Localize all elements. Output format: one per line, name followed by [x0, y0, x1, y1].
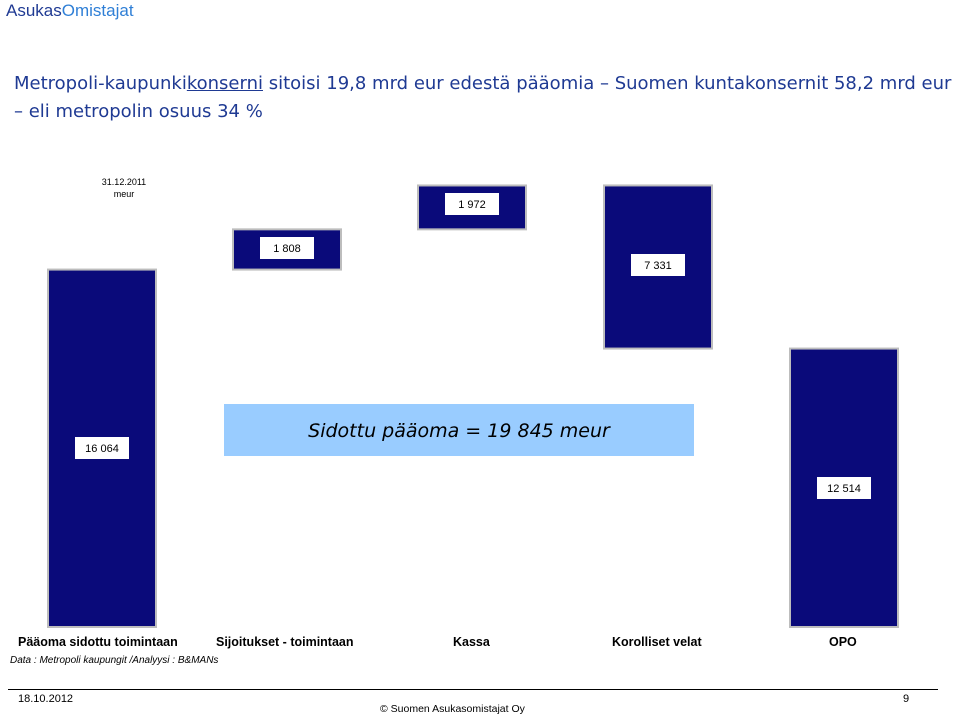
category-label: Korolliset velat: [612, 635, 702, 649]
value-label: 12 514: [827, 483, 861, 495]
chart-date-unit: 31.12.2011 meur: [94, 176, 154, 200]
page-number: 9: [903, 693, 910, 705]
footer-divider: [8, 689, 938, 690]
brand-logo: AsukasOmistajat: [6, 1, 134, 20]
chart-date: 31.12.2011: [101, 177, 147, 187]
slide-title: Metropoli-kaupunkikonserni sitoisi 19,8 …: [14, 70, 954, 126]
value-label-bg: [817, 477, 871, 499]
value-label: 1 808: [273, 243, 301, 255]
chart-unit: meur: [113, 189, 135, 199]
title-line-2: – eli metropolin osuus 34 %: [14, 101, 263, 122]
value-label: 1 972: [458, 199, 486, 211]
category-label: Sijoitukset - toimintaan: [216, 635, 354, 649]
category-label: Kassa: [453, 635, 490, 649]
footer-date: 18.10.2012: [18, 693, 74, 705]
value-label-bg: [75, 437, 129, 459]
category-label: Pääoma sidottu toimintaan: [18, 635, 178, 649]
annotation-text: Sidottu pääoma = 19 845 meur: [308, 420, 611, 442]
value-label-bg: [260, 237, 314, 259]
footer-copyright: © Suomen Asukasomistajat Oy: [380, 703, 525, 715]
source-note: Data : Metropoli kaupungit /Analyysi : B…: [10, 655, 219, 666]
value-label: 7 331: [644, 260, 672, 272]
value-label: 16 064: [85, 443, 119, 455]
category-label: OPO: [829, 635, 857, 649]
value-label-bg: [445, 193, 499, 215]
title-line-1: Metropoli-kaupunkikonserni sitoisi 19,8 …: [14, 73, 952, 94]
value-label-bg: [631, 254, 685, 276]
annotation-box: [224, 404, 694, 456]
